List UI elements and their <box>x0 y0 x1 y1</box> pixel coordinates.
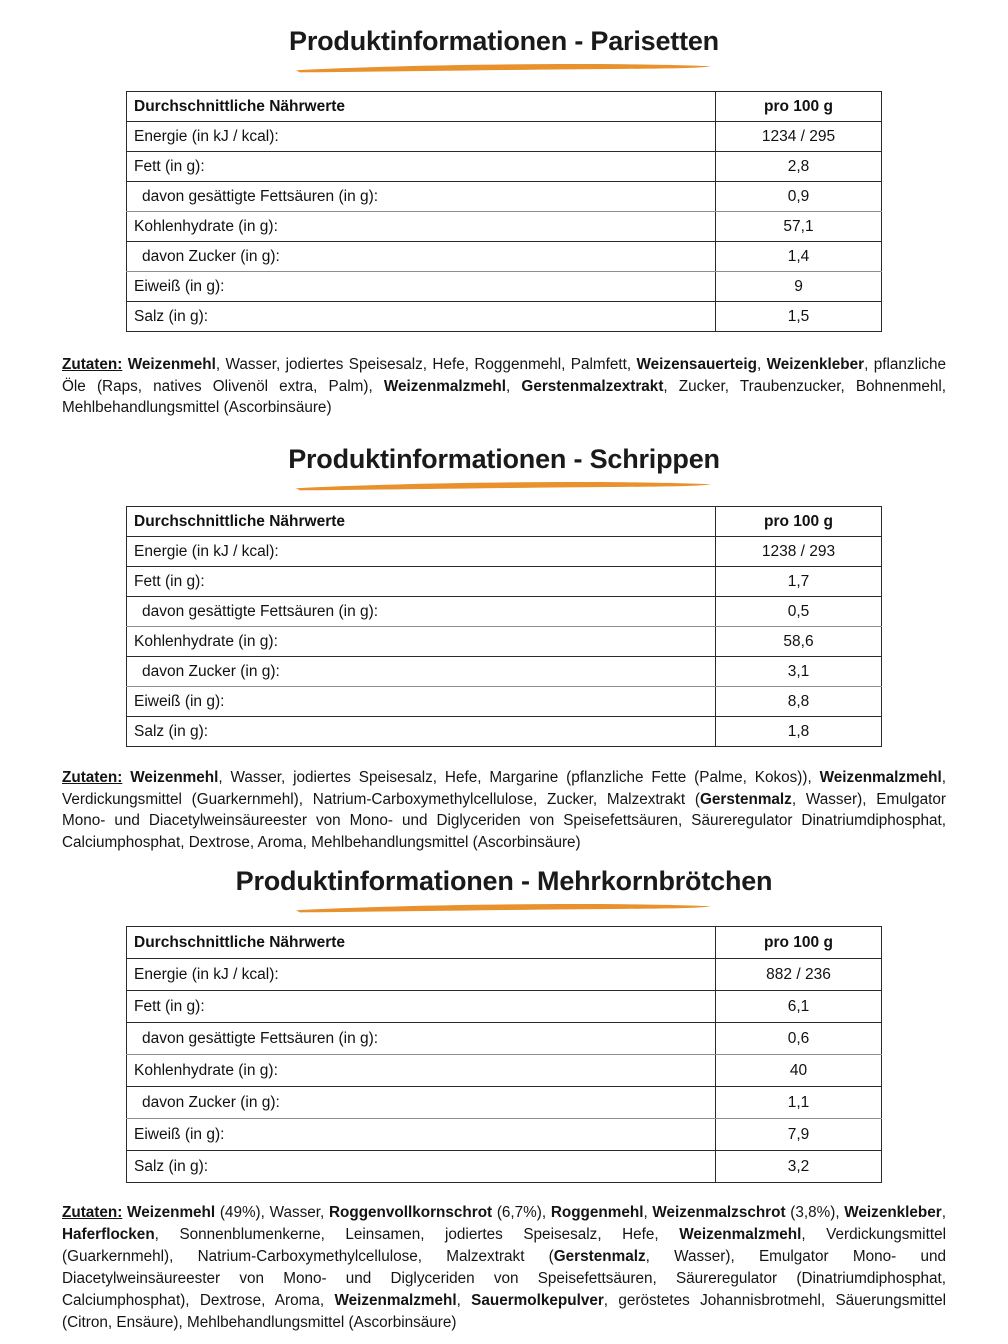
table-row: Salz (in g): 1,5 <box>126 300 882 332</box>
row-value: 3,2 <box>715 1149 882 1183</box>
ingredients-label: Zutaten: <box>62 1203 123 1221</box>
table-row: Eiweiß (in g): 7,9 <box>126 1117 882 1151</box>
row-label: Salz (in g): <box>126 715 716 747</box>
heading-block: Produktinformationen - Mehrkornbrötchen <box>0 854 1008 914</box>
row-label: davon Zucker (in g): <box>126 240 716 272</box>
orange-swoosh-underline <box>296 63 712 73</box>
row-label: Eiweiß (in g): <box>126 1117 716 1151</box>
column-header-nutrient: Durchschnittliche Nährwerte <box>126 90 716 122</box>
table-header-row: Durchschnittliche Nährwerte pro 100 g <box>126 90 882 122</box>
table-row: Salz (in g): 3,2 <box>126 1149 882 1183</box>
table-row: Eiweiß (in g): 9 <box>126 270 882 302</box>
row-value: 0,9 <box>715 180 882 212</box>
row-value: 3,1 <box>715 655 882 687</box>
ingredients-label: Zutaten: <box>62 355 123 373</box>
product-section-parisetten: Produktinformationen - Parisetten Durchs… <box>0 0 1008 419</box>
product-section-schrippen: Produktinformationen - Schrippen Durchsc… <box>0 419 1008 854</box>
product-section-mehrkornbroetchen: Produktinformationen - Mehrkornbrötchen … <box>0 854 1008 1335</box>
table-row: davon Zucker (in g): 1,1 <box>126 1085 882 1119</box>
row-label: Eiweiß (in g): <box>126 685 716 717</box>
row-value: 40 <box>715 1053 882 1087</box>
table-row: Salz (in g): 1,8 <box>126 715 882 747</box>
table-row: Energie (in kJ / kcal): 882 / 236 <box>126 957 882 991</box>
table-row: Kohlenhydrate (in g): 57,1 <box>126 210 882 242</box>
column-header-nutrient: Durchschnittliche Nährwerte <box>126 925 716 959</box>
table-row: Fett (in g): 2,8 <box>126 150 882 182</box>
row-label: Fett (in g): <box>126 989 716 1023</box>
table-row: Energie (in kJ / kcal): 1238 / 293 <box>126 535 882 567</box>
column-header-per100g: pro 100 g <box>715 505 882 537</box>
row-label: davon gesättigte Fettsäuren (in g): <box>126 595 716 627</box>
row-value: 9 <box>715 270 882 302</box>
ingredients-paragraph: Zutaten: Weizenmehl (49%), Wasser, Rogge… <box>62 1202 946 1335</box>
row-label: Salz (in g): <box>126 1149 716 1183</box>
row-label: Kohlenhydrate (in g): <box>126 625 716 657</box>
row-label: Fett (in g): <box>126 565 716 597</box>
column-header-nutrient: Durchschnittliche Nährwerte <box>126 505 716 537</box>
ingredients-text: Weizenmehl (49%), Wasser, Roggenvollkorn… <box>62 1203 946 1332</box>
row-label: Kohlenhydrate (in g): <box>126 1053 716 1087</box>
heading-block: Produktinformationen - Schrippen <box>0 419 1008 492</box>
row-value: 1,7 <box>715 565 882 597</box>
row-label: Salz (in g): <box>126 300 716 332</box>
row-value: 0,6 <box>715 1021 882 1055</box>
nutrition-table: Durchschnittliche Nährwerte pro 100 g En… <box>126 90 882 332</box>
row-value: 7,9 <box>715 1117 882 1151</box>
row-value: 6,1 <box>715 989 882 1023</box>
table-row: Kohlenhydrate (in g): 40 <box>126 1053 882 1087</box>
table-row: davon Zucker (in g): 3,1 <box>126 655 882 687</box>
table-row: Energie (in kJ / kcal): 1234 / 295 <box>126 120 882 152</box>
table-header-row: Durchschnittliche Nährwerte pro 100 g <box>126 925 882 959</box>
nutrition-table: Durchschnittliche Nährwerte pro 100 g En… <box>126 505 882 747</box>
row-value: 58,6 <box>715 625 882 657</box>
page-title: Produktinformationen - Mehrkornbrötchen <box>235 865 773 896</box>
row-value: 1234 / 295 <box>715 120 882 152</box>
row-value: 1,1 <box>715 1085 882 1119</box>
column-header-per100g: pro 100 g <box>715 90 882 122</box>
row-value: 1238 / 293 <box>715 535 882 567</box>
table-row: Fett (in g): 6,1 <box>126 989 882 1023</box>
ingredients-paragraph: Zutaten: Weizenmehl, Wasser, jodiertes S… <box>62 767 946 854</box>
row-value: 1,8 <box>715 715 882 747</box>
table-row: davon Zucker (in g): 1,4 <box>126 240 882 272</box>
row-label: Eiweiß (in g): <box>126 270 716 302</box>
nutrition-table: Durchschnittliche Nährwerte pro 100 g En… <box>126 925 882 1183</box>
orange-swoosh-underline <box>296 481 712 491</box>
row-label: davon Zucker (in g): <box>126 655 716 687</box>
ingredients-text: Weizenmehl, Wasser, jodiertes Speisesalz… <box>62 768 947 852</box>
row-label: davon gesättigte Fettsäuren (in g): <box>126 1021 716 1055</box>
page-title: Produktinformationen - Schrippen <box>288 444 720 475</box>
ingredients-paragraph: Zutaten: Weizenmehl, Wasser, jodiertes S… <box>62 354 946 419</box>
row-value: 8,8 <box>715 685 882 717</box>
table-row: Eiweiß (in g): 8,8 <box>126 685 882 717</box>
table-row: davon gesättigte Fettsäuren (in g): 0,9 <box>126 180 882 212</box>
row-value: 2,8 <box>715 150 882 182</box>
row-label: Energie (in kJ / kcal): <box>126 957 716 991</box>
row-value: 1,4 <box>715 240 882 272</box>
table-row: Fett (in g): 1,7 <box>126 565 882 597</box>
row-label: Energie (in kJ / kcal): <box>126 535 716 567</box>
row-label: Kohlenhydrate (in g): <box>126 210 716 242</box>
ingredients-text: Weizenmehl, Wasser, jodiertes Speisesalz… <box>62 355 947 417</box>
row-value: 0,5 <box>715 595 882 627</box>
table-header-row: Durchschnittliche Nährwerte pro 100 g <box>126 505 882 537</box>
table-row: davon gesättigte Fettsäuren (in g): 0,6 <box>126 1021 882 1055</box>
ingredients-label: Zutaten: <box>62 768 123 786</box>
row-label: davon Zucker (in g): <box>126 1085 716 1119</box>
row-value: 1,5 <box>715 300 882 332</box>
row-label: Energie (in kJ / kcal): <box>126 120 716 152</box>
heading-block: Produktinformationen - Parisetten <box>0 0 1008 74</box>
page-title: Produktinformationen - Parisetten <box>289 26 719 56</box>
column-header-per100g: pro 100 g <box>715 925 882 959</box>
table-row: davon gesättigte Fettsäuren (in g): 0,5 <box>126 595 882 627</box>
row-label: davon gesättigte Fettsäuren (in g): <box>126 180 716 212</box>
row-label: Fett (in g): <box>126 150 716 182</box>
table-row: Kohlenhydrate (in g): 58,6 <box>126 625 882 657</box>
orange-swoosh-underline <box>296 903 712 913</box>
row-value: 882 / 236 <box>715 957 882 991</box>
row-value: 57,1 <box>715 210 882 242</box>
